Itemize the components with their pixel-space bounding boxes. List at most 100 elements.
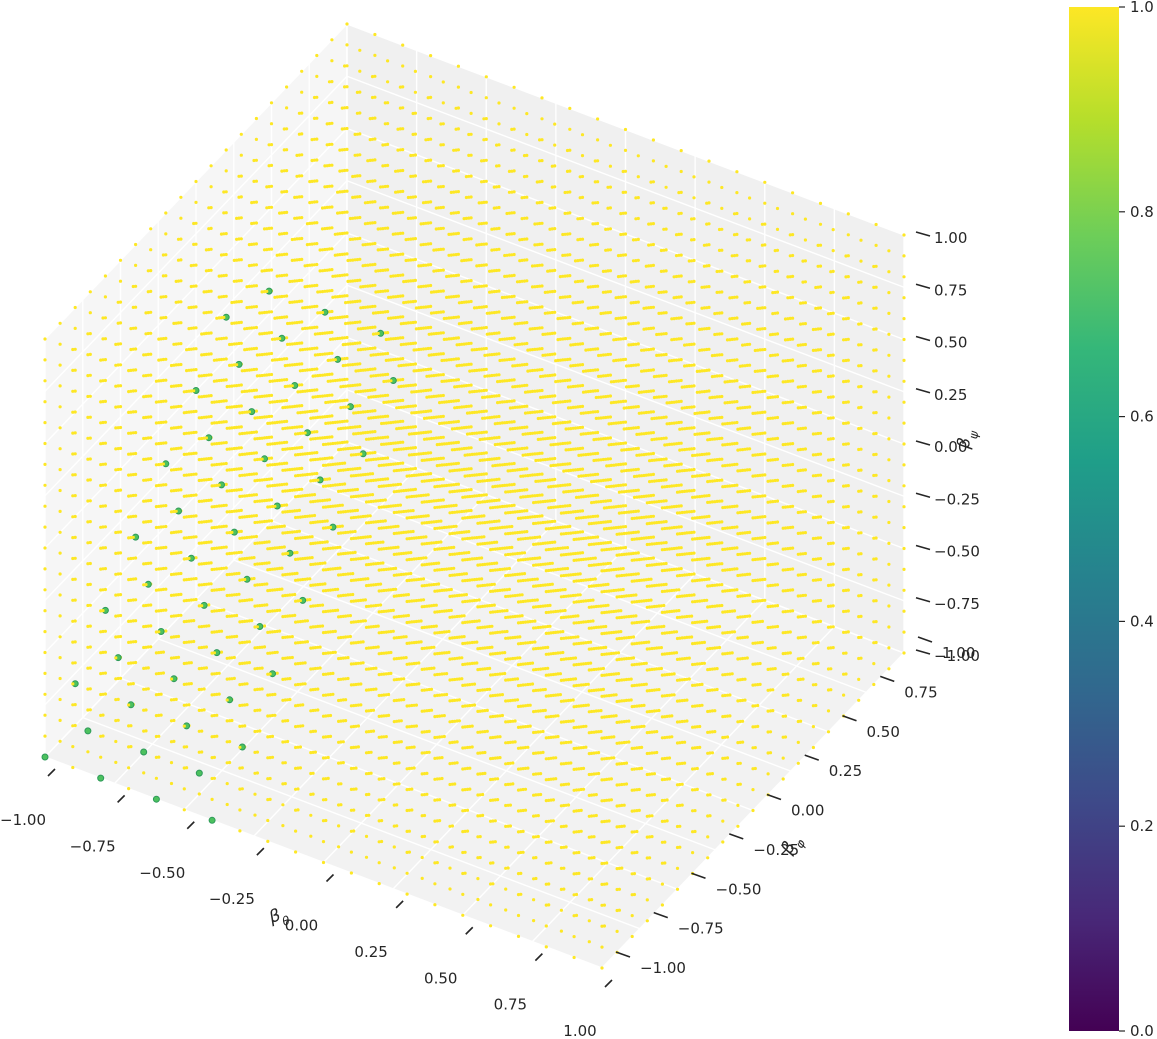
data-point [692,342,696,346]
data-point [497,352,501,356]
data-point [720,541,724,545]
data-point [454,336,458,340]
data-point [748,342,752,346]
data-point [323,164,327,168]
data-point [576,217,580,221]
data-point [766,500,770,504]
data-point [596,389,600,393]
data-point [818,264,823,268]
data-point [801,259,805,263]
data-point [518,238,522,242]
data-point [902,421,906,425]
data-point [781,401,785,405]
data-point [391,211,395,215]
data-point [500,316,504,320]
data-point [398,85,402,89]
data-point [796,531,800,536]
data-point [401,336,405,340]
data-point [441,205,445,209]
data-point [781,422,785,426]
data-point [370,430,375,434]
data-point [649,180,653,184]
data-point [330,309,334,314]
data-point [796,719,800,724]
data-point [604,248,608,252]
data-point [293,195,297,199]
data-point [763,368,767,372]
data-point [553,331,557,335]
data-point [409,174,413,178]
data-point [373,221,377,225]
data-point [540,284,544,288]
data-point [596,326,600,330]
data-point [495,164,499,168]
data-point [608,415,613,419]
data-point [553,227,557,231]
data-point [818,348,823,352]
data-point [818,431,823,435]
data-point [857,615,861,619]
data-point [664,561,668,566]
data-point [540,179,544,183]
data-point [484,117,488,121]
data-point [842,505,846,509]
data-point [379,206,383,210]
data-point [887,458,891,462]
data-point [803,468,808,472]
data-point [497,477,501,481]
data-point [358,278,362,282]
data-point [224,148,228,152]
data-point [503,274,507,278]
data-point [327,101,332,105]
data-point [818,222,823,226]
data-point [330,184,334,188]
data-point [781,505,785,509]
data-point [540,430,544,434]
data-point [469,90,473,95]
data-point [363,201,367,205]
data-point [887,604,891,608]
data-point [695,390,699,394]
data-point [644,285,648,289]
data-point [456,357,460,361]
data-point [874,640,878,645]
data-point [454,294,458,298]
data-point [811,620,816,624]
data-point [373,32,377,37]
data-point [796,385,800,389]
data-point [735,316,739,320]
data-point [735,379,739,383]
data-point [497,310,501,314]
data-point [441,393,445,398]
data-point [411,132,415,136]
data-point [763,535,767,540]
data-point [623,378,628,382]
data-point [902,379,906,383]
data-point [441,435,445,439]
data-point [441,122,445,126]
data-point [398,106,402,110]
data-point [591,222,595,226]
data-point [818,536,823,540]
data-point [842,317,846,321]
data-point [738,385,742,389]
data-point [811,662,816,666]
data-point [872,369,876,373]
data-point [525,153,529,157]
data-point [690,238,694,242]
data-point [831,269,835,273]
data-point [751,767,755,771]
data-point [490,248,494,252]
data-point [596,514,600,518]
data-point [456,190,460,194]
data-point [902,651,906,655]
data-point [429,263,433,267]
data-point [758,285,762,289]
data-point [429,430,433,434]
data-point [441,184,445,189]
data-point [608,164,613,168]
data-point [553,206,557,210]
data-point [651,514,656,518]
data-point [748,530,752,535]
data-point [381,143,385,147]
